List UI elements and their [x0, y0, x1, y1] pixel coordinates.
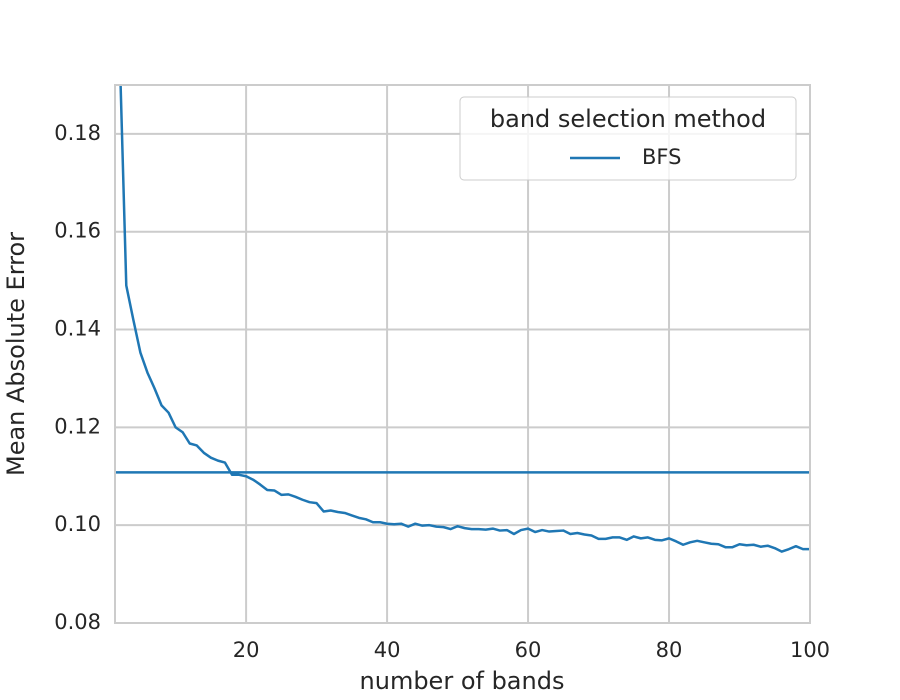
- legend-title: band selection method: [490, 105, 766, 133]
- y-tick-label: 0.14: [54, 317, 101, 341]
- legend-box: [459, 96, 797, 181]
- legend: band selection method BFS: [459, 96, 797, 181]
- y-tick-label: 0.12: [54, 414, 101, 438]
- y-tick-label: 0.18: [54, 121, 101, 145]
- y-tick-label: 0.08: [54, 610, 101, 634]
- x-tick-label: 100: [790, 638, 830, 662]
- x-tick-label: 40: [374, 638, 401, 662]
- data-line: [119, 85, 810, 553]
- x-tick-label: 20: [233, 638, 260, 662]
- plot-frame: [114, 84, 811, 624]
- y-tick-label: 0.10: [54, 512, 101, 536]
- x-tick-label: 80: [656, 638, 683, 662]
- y-tick-label: 0.16: [54, 219, 101, 243]
- legend-label: BFS: [642, 145, 681, 169]
- x-tick-label: 60: [515, 638, 542, 662]
- x-axis-label: number of bands: [360, 667, 565, 695]
- y-axis-label: Mean Absolute Error: [2, 232, 30, 476]
